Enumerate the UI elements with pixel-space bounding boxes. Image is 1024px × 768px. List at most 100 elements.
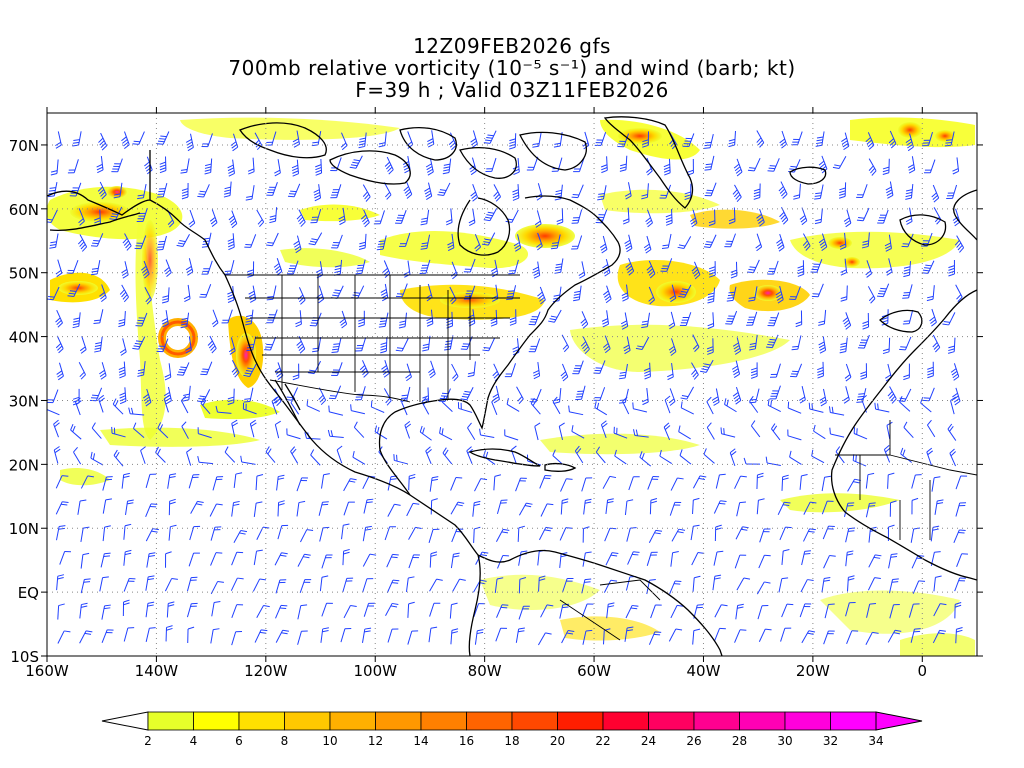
wind-barb bbox=[101, 629, 114, 644]
wind-barb bbox=[72, 312, 81, 329]
wind-barb bbox=[493, 184, 502, 202]
wind-barb bbox=[811, 449, 825, 464]
wind-barb bbox=[132, 422, 145, 439]
wind-barb bbox=[571, 209, 583, 224]
colorbar-label: 10 bbox=[322, 734, 337, 748]
wind-barb bbox=[393, 454, 408, 465]
wind-barb bbox=[321, 602, 333, 617]
wind-barb bbox=[350, 404, 366, 415]
wind-barb bbox=[736, 501, 747, 517]
wind-barb bbox=[861, 232, 870, 249]
wind-barb bbox=[295, 310, 302, 328]
wind-barb bbox=[449, 602, 458, 619]
wind-barb bbox=[846, 630, 859, 644]
wind-barb bbox=[920, 232, 933, 247]
wind-barb bbox=[560, 478, 573, 492]
wind-barb bbox=[799, 603, 812, 618]
wind-barb bbox=[79, 602, 88, 619]
wind-barb bbox=[602, 475, 617, 489]
wind-barb bbox=[457, 402, 473, 413]
wind-barb bbox=[387, 503, 401, 517]
wind-barb bbox=[952, 208, 961, 227]
wind-barb bbox=[386, 579, 400, 594]
wind-barb bbox=[703, 448, 715, 464]
lon-tick-label: 0 bbox=[918, 662, 928, 680]
coastlines bbox=[47, 116, 977, 656]
wind-barb bbox=[901, 233, 914, 248]
wind-barb bbox=[59, 550, 71, 565]
wind-barb bbox=[467, 361, 476, 378]
wind-barb bbox=[297, 630, 308, 645]
wind-barb bbox=[706, 338, 714, 355]
wind-barb bbox=[53, 419, 60, 438]
wind-barb bbox=[286, 428, 301, 440]
wind-barb bbox=[898, 388, 912, 402]
wind-barb bbox=[515, 627, 525, 643]
wind-barb bbox=[274, 420, 281, 439]
wind-barb bbox=[950, 396, 957, 415]
wind-barb bbox=[708, 209, 716, 227]
longitude-axis: 160W 140W 120W 100W 80W 60W 40W 20W 0 bbox=[25, 107, 927, 680]
wind-barb bbox=[277, 524, 289, 540]
wind-barb bbox=[856, 184, 868, 198]
wind-barb bbox=[452, 578, 466, 592]
wind-barb bbox=[140, 260, 150, 279]
wind-barb bbox=[430, 498, 438, 515]
colorbar-swatch bbox=[147, 711, 194, 731]
wind-barb bbox=[678, 284, 692, 298]
wind-barb bbox=[595, 446, 606, 464]
wind-barb bbox=[320, 627, 330, 643]
wind-barb bbox=[845, 527, 856, 543]
wind-barb bbox=[197, 184, 210, 198]
wind-barb bbox=[470, 130, 478, 148]
wind-barb bbox=[581, 477, 593, 492]
wind-barb bbox=[889, 578, 899, 594]
wind-barb bbox=[90, 233, 104, 247]
wind-barb bbox=[56, 362, 64, 381]
wind-barb bbox=[692, 575, 701, 592]
wind-barb bbox=[98, 132, 108, 151]
wind-barb bbox=[646, 260, 656, 279]
wind-barb bbox=[223, 181, 232, 198]
wind-barb bbox=[395, 338, 409, 352]
wind-barb bbox=[538, 575, 546, 592]
wind-barb bbox=[137, 361, 146, 377]
wind-barb bbox=[882, 158, 890, 176]
wind-barb bbox=[862, 312, 870, 330]
wind-barb bbox=[641, 183, 649, 200]
wind-barb bbox=[624, 234, 633, 253]
wind-barb bbox=[728, 130, 736, 148]
colorbar-label: 28 bbox=[732, 734, 747, 748]
wind-barb bbox=[882, 337, 891, 355]
wind-barb bbox=[929, 308, 937, 327]
wind-barb bbox=[661, 233, 672, 249]
wind-barb bbox=[145, 575, 155, 591]
wind-barb bbox=[215, 405, 232, 414]
wind-barb bbox=[821, 475, 831, 492]
wind-barb bbox=[230, 577, 244, 591]
wind-barb bbox=[887, 472, 895, 489]
wind-barb bbox=[556, 208, 564, 225]
wind-barb bbox=[771, 423, 781, 441]
wind-barb bbox=[118, 311, 126, 328]
wind-barb bbox=[404, 420, 412, 439]
wind-barb bbox=[713, 500, 727, 514]
wind-barb bbox=[473, 603, 485, 617]
wind-barb bbox=[575, 385, 586, 401]
wind-barb bbox=[378, 131, 387, 148]
wind-barb bbox=[669, 501, 682, 516]
wind-barb bbox=[249, 419, 257, 438]
wind-barb bbox=[482, 232, 496, 246]
wind-barb bbox=[80, 475, 94, 489]
wind-barb bbox=[712, 574, 722, 591]
lon-tick-label: 20W bbox=[796, 662, 830, 680]
wind-barb bbox=[209, 209, 218, 227]
colorbar-label: 24 bbox=[641, 734, 656, 748]
wind-barb bbox=[900, 447, 913, 463]
wind-barb bbox=[865, 260, 873, 278]
wind-barb bbox=[245, 185, 255, 201]
wind-barb bbox=[818, 155, 828, 174]
wind-barb bbox=[341, 523, 350, 540]
wind-barb bbox=[135, 312, 148, 327]
wind-barb bbox=[706, 422, 715, 440]
